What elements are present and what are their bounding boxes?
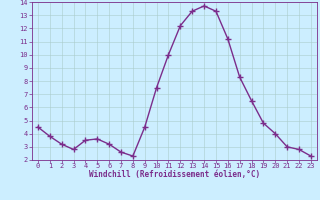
X-axis label: Windchill (Refroidissement éolien,°C): Windchill (Refroidissement éolien,°C) bbox=[89, 170, 260, 179]
